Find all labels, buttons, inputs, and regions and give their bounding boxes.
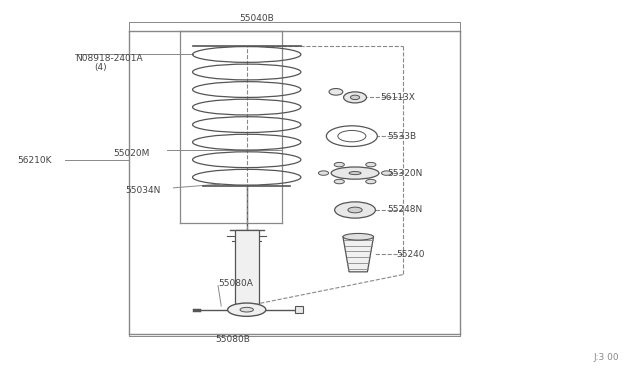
- Text: 55080B: 55080B: [215, 335, 250, 344]
- Ellipse shape: [365, 179, 376, 184]
- Bar: [235, 230, 259, 304]
- Text: 5533B: 5533B: [387, 132, 416, 141]
- Text: 55020M: 55020M: [113, 149, 149, 158]
- Text: 55040B: 55040B: [239, 13, 274, 22]
- Ellipse shape: [334, 163, 344, 167]
- Text: 55080A: 55080A: [218, 279, 253, 288]
- Ellipse shape: [228, 303, 266, 316]
- Text: 56210K: 56210K: [17, 155, 52, 165]
- Text: 55320N: 55320N: [387, 169, 422, 177]
- Text: (4): (4): [94, 63, 106, 72]
- Text: 56113X: 56113X: [381, 93, 415, 102]
- Text: 55034N: 55034N: [125, 186, 161, 195]
- Text: J:3 00: J:3 00: [594, 353, 620, 362]
- Polygon shape: [343, 237, 374, 272]
- Text: 55240: 55240: [396, 250, 425, 259]
- Ellipse shape: [343, 234, 374, 240]
- Ellipse shape: [334, 179, 344, 184]
- Ellipse shape: [349, 171, 361, 174]
- Text: N08918-2401A: N08918-2401A: [75, 54, 142, 63]
- Text: 55248N: 55248N: [387, 205, 422, 215]
- Ellipse shape: [348, 207, 362, 213]
- Ellipse shape: [329, 89, 343, 95]
- Ellipse shape: [240, 307, 253, 312]
- Ellipse shape: [351, 95, 360, 100]
- Ellipse shape: [344, 92, 367, 103]
- Ellipse shape: [319, 171, 328, 175]
- Ellipse shape: [335, 202, 376, 218]
- Ellipse shape: [381, 171, 392, 175]
- Ellipse shape: [365, 163, 376, 167]
- Bar: [294, 306, 303, 313]
- Ellipse shape: [331, 167, 379, 179]
